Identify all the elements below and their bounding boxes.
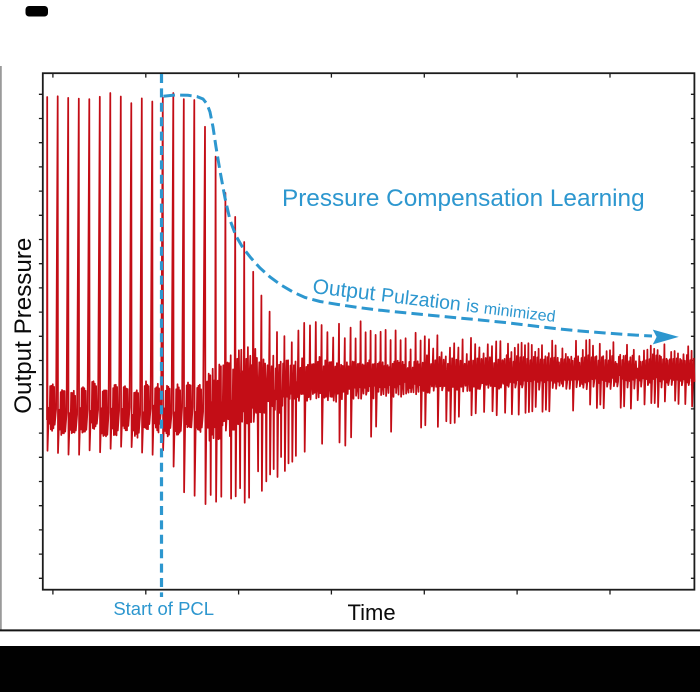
svg-text:Output Pressure: Output Pressure [10,238,37,414]
svg-text:Time: Time [348,600,396,625]
svg-text:Pressure Compensation Learning: Pressure Compensation Learning [282,185,645,212]
svg-text:Start of PCL: Start of PCL [113,598,214,619]
